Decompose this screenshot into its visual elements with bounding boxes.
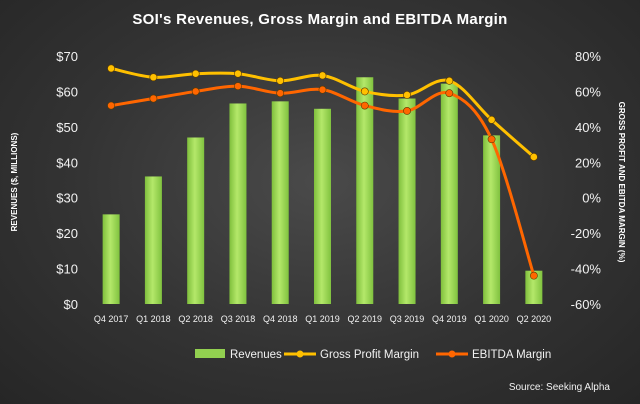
ebitda-margin-marker bbox=[107, 101, 116, 110]
ebitda-margin-line bbox=[110, 84, 536, 277]
x-tick-label: Q2 2018 bbox=[178, 314, 213, 324]
x-tick-label: Q1 2018 bbox=[136, 314, 171, 324]
x-tick-label: Q2 2019 bbox=[348, 314, 383, 324]
y-tick-label: $50 bbox=[56, 120, 78, 135]
gross-margin-marker bbox=[191, 69, 200, 78]
y-tick-label: $40 bbox=[56, 155, 78, 170]
ebitda-margin-marker bbox=[403, 107, 411, 115]
x-tick-label: Q3 2019 bbox=[390, 314, 425, 324]
revenue-bar bbox=[440, 83, 458, 305]
x-tick-label: Q4 2019 bbox=[432, 314, 467, 324]
y2-tick-label: 60% bbox=[575, 84, 601, 99]
x-tick-label: Q4 2018 bbox=[263, 314, 298, 324]
y2-tick-label: 80% bbox=[575, 49, 601, 64]
legend-swatch-revenues bbox=[195, 349, 225, 358]
gross-margin-marker bbox=[276, 76, 285, 85]
ebitda-margin-marker bbox=[276, 89, 285, 98]
gross-margin-marker bbox=[318, 71, 327, 80]
y-tick-label: $60 bbox=[56, 84, 78, 99]
revenue-bar bbox=[356, 77, 374, 304]
ebitda-margin-marker bbox=[529, 271, 538, 280]
x-tick-label: Q2 2020 bbox=[517, 314, 552, 324]
revenue-bar bbox=[525, 270, 543, 304]
y2-tick-label: -60% bbox=[571, 297, 602, 312]
gross-margin-marker bbox=[149, 73, 158, 82]
revenue-bar bbox=[229, 103, 247, 304]
revenue-bar bbox=[271, 101, 289, 304]
chart-title: SOI's Revenues, Gross Margin and EBITDA … bbox=[132, 11, 507, 28]
legend-label-revenues: Revenues bbox=[230, 349, 282, 361]
gross-margin-marker bbox=[360, 87, 369, 96]
gross-margin-marker bbox=[403, 91, 411, 99]
gross-margin-marker bbox=[234, 69, 242, 78]
y-tick-label: $70 bbox=[56, 49, 78, 64]
revenue-bar bbox=[102, 214, 120, 304]
x-tick-label: Q4 2017 bbox=[94, 314, 129, 324]
ebitda-margin-marker bbox=[318, 85, 327, 94]
legend: Revenues Gross Profit Margin EBITDA Marg… bbox=[195, 349, 551, 361]
x-tick-label: Q1 2019 bbox=[305, 314, 340, 324]
ebitda-margin-marker bbox=[234, 82, 242, 91]
y2-tick-label: 40% bbox=[575, 120, 601, 135]
ebitda-margin-marker bbox=[149, 94, 158, 103]
gross-margin-marker bbox=[529, 153, 538, 161]
source-note: Source: Seeking Alpha bbox=[509, 382, 611, 393]
legend-label-ebitda-margin: EBITDA Margin bbox=[472, 349, 551, 361]
y-tick-label: $10 bbox=[56, 262, 78, 277]
gross-margin-marker bbox=[487, 115, 496, 124]
y-tick-label: $30 bbox=[56, 191, 78, 206]
gross-margin-marker bbox=[445, 76, 454, 85]
y2-tick-label: 0% bbox=[582, 191, 601, 206]
revenue-bar bbox=[187, 137, 205, 304]
x-tick-label: Q1 2020 bbox=[474, 314, 509, 324]
revenue-bar bbox=[398, 98, 416, 304]
ebitda-margin-marker bbox=[445, 89, 454, 98]
plot-area: $0 $10 $20 $30 $40 $50 $60 $70 -60% -40% -20% 0% 20%… bbox=[56, 49, 601, 324]
legend-swatch-gross-margin-marker bbox=[296, 350, 304, 358]
ebitda-margin-marker bbox=[191, 87, 200, 96]
y-tick-label: $0 bbox=[64, 297, 78, 312]
legend-swatch-ebitda-margin-marker bbox=[448, 350, 456, 358]
y2-tick-label: -40% bbox=[571, 262, 602, 277]
ebitda-margin-marker bbox=[487, 135, 496, 144]
revenue-bar bbox=[314, 108, 331, 304]
revenue-bar bbox=[144, 176, 162, 304]
y2-tick-label: 20% bbox=[575, 155, 601, 170]
y2-tick-label: -20% bbox=[571, 226, 602, 241]
y2-axis-title: GROSS PROFIT AND EBITDA MARGIN (%) bbox=[617, 102, 626, 263]
gross-margin-marker bbox=[107, 64, 116, 73]
y-tick-label: $20 bbox=[56, 226, 78, 241]
revenue-bar bbox=[483, 135, 501, 304]
x-tick-label: Q3 2018 bbox=[221, 314, 256, 324]
legend-label-gross-margin: Gross Profit Margin bbox=[320, 349, 419, 361]
ebitda-margin-marker bbox=[360, 101, 369, 110]
y-axis-title: REVENUES ($, MILLIONS) bbox=[10, 132, 19, 231]
